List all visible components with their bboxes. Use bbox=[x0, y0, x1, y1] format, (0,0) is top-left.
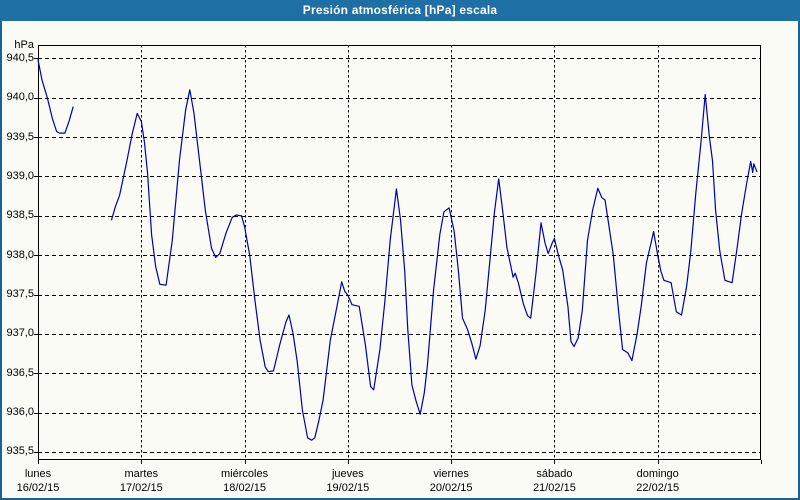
y-tick-label: 937,0 bbox=[6, 327, 34, 340]
chart-title: Presión atmosférica [hPa] escala bbox=[302, 3, 498, 17]
chart-title-bar: Presión atmosférica [hPa] escala bbox=[0, 0, 800, 21]
y-tick-label: 940,0 bbox=[6, 91, 34, 104]
x-tick-date-label: 17/02/15 bbox=[119, 482, 163, 494]
x-tick-day-label: viernes bbox=[433, 468, 469, 480]
pressure-line-chart bbox=[34, 45, 762, 464]
x-tick-day-label: lunes bbox=[24, 468, 52, 480]
y-axis-unit-label: hPa bbox=[14, 39, 34, 51]
x-tick-label: viernes 20/02/15 bbox=[430, 467, 473, 495]
y-tick-label: 936,5 bbox=[6, 366, 34, 379]
y-tick-label: 938,0 bbox=[6, 248, 34, 261]
x-tick-label: martes 17/02/15 bbox=[120, 467, 163, 495]
x-tick-label: miércoles 18/02/15 bbox=[221, 467, 268, 495]
x-tick-date-label: 22/02/15 bbox=[636, 482, 680, 494]
y-tick-label: 940,5 bbox=[6, 51, 34, 64]
y-tick-label: 935,5 bbox=[6, 445, 34, 458]
y-tick-label: 939,5 bbox=[6, 130, 34, 143]
y-tick-label: 937,5 bbox=[6, 288, 34, 300]
x-tick-label: jueves 19/02/15 bbox=[326, 467, 369, 495]
y-tick-label: 936,0 bbox=[6, 406, 34, 419]
x-tick-day-label: miércoles bbox=[221, 468, 269, 480]
x-tick-date-label: 19/02/15 bbox=[326, 482, 370, 494]
plot-border bbox=[38, 45, 761, 460]
x-tick-date-label: 18/02/15 bbox=[223, 482, 266, 494]
x-tick-label: sábado 21/02/15 bbox=[533, 467, 576, 495]
x-tick-date-label: 20/02/15 bbox=[429, 482, 473, 494]
x-tick-day-label: martes bbox=[124, 468, 159, 480]
pressure-series-presion-lunes-madrugada bbox=[37, 59, 74, 134]
x-tick-label: lunes 16/02/15 bbox=[17, 467, 60, 495]
x-tick-date-label: 21/02/15 bbox=[533, 482, 576, 494]
x-tick-date-label: 16/02/15 bbox=[16, 482, 60, 494]
x-tick-day-label: sábado bbox=[536, 468, 573, 480]
x-tick-day-label: jueves bbox=[331, 468, 364, 480]
x-tick-day-label: domingo bbox=[636, 468, 679, 480]
y-tick-label: 939,0 bbox=[6, 169, 34, 182]
pressure-series-presion-resto-semana bbox=[110, 89, 758, 441]
y-tick-label: 938,5 bbox=[6, 209, 34, 222]
x-tick-label: domingo 22/02/15 bbox=[636, 467, 679, 495]
